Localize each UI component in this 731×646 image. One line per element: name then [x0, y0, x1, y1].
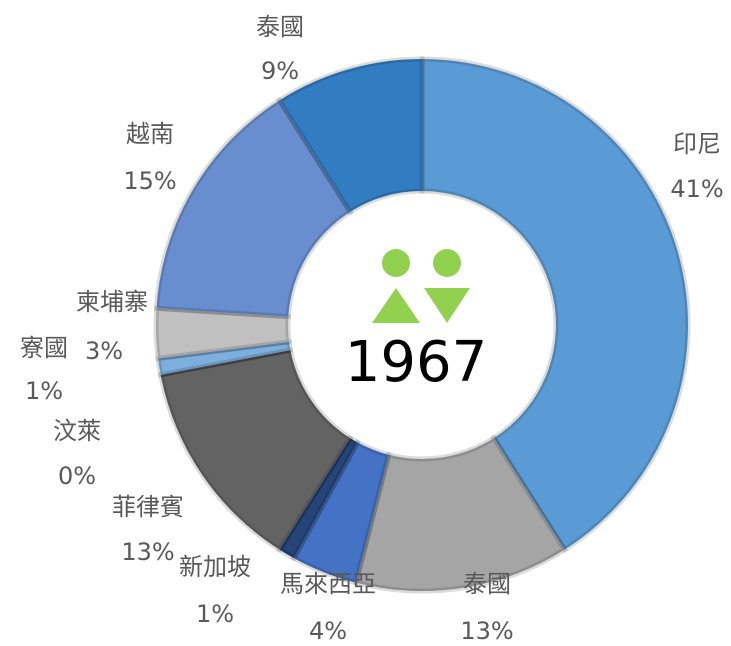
value-label: 4%: [309, 617, 347, 645]
value-label: 41%: [670, 175, 723, 203]
person-body: [424, 288, 470, 323]
value-label: 13%: [121, 538, 174, 566]
value-label: 3%: [85, 337, 123, 365]
donut-segment: [157, 347, 354, 554]
category-label: 柬埔寨: [76, 288, 148, 316]
donut-segment: [155, 339, 294, 378]
value-label: 1%: [25, 377, 63, 405]
value-label: 13%: [460, 617, 513, 645]
person-head: [433, 249, 461, 277]
value-label: 0%: [58, 462, 96, 490]
category-label: 越南: [126, 120, 174, 148]
person-body: [372, 288, 420, 323]
donut-segment: [352, 434, 568, 594]
value-label: 1%: [196, 600, 234, 628]
category-label: 印尼: [673, 130, 721, 158]
donut-segment: [419, 56, 691, 554]
category-label: 泰國: [463, 570, 511, 598]
category-label: 馬來西亞: [280, 570, 376, 598]
person-head: [382, 249, 410, 277]
category-label: 汶萊: [53, 417, 101, 445]
center-icon: [372, 249, 470, 323]
donut-segment: [153, 96, 354, 320]
category-label: 寮國: [20, 334, 68, 362]
center-label: 1967: [345, 330, 488, 395]
category-label: 菲律賓: [112, 493, 184, 521]
donut-segment: [276, 56, 425, 216]
value-label: 9%: [261, 57, 299, 85]
value-label: 15%: [123, 167, 176, 195]
donut-segment: [290, 439, 392, 586]
category-label: 新加坡: [179, 553, 251, 581]
category-label: 泰國: [256, 13, 304, 41]
